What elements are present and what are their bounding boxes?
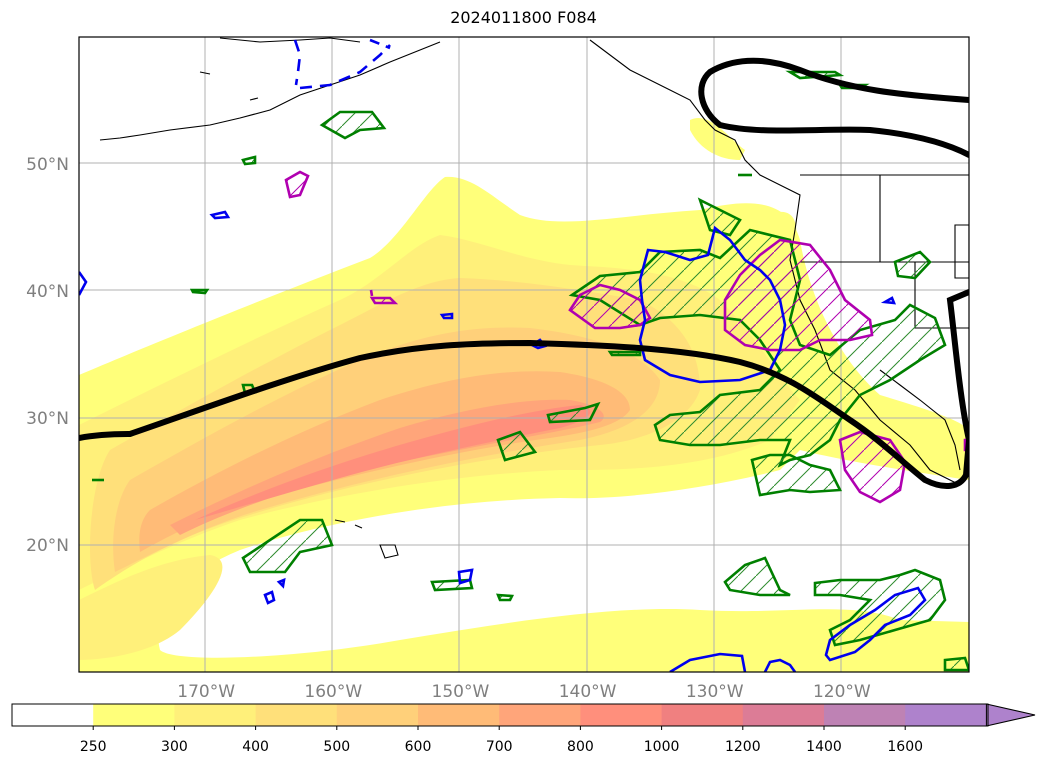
map-area — [79, 37, 969, 672]
colorbar-segment — [255, 704, 338, 726]
colorbar-tick-label: 400 — [242, 739, 269, 755]
map-frame — [78, 36, 970, 673]
longitude-labels: 170°W 160°W 150°W 140°W 130°W 120°W — [177, 682, 871, 702]
colorbar: 250 300 400 500 600 700 800 1000 1200 1400 1600 — [11, 703, 1036, 755]
lon-tick-label: 130°W — [686, 682, 744, 702]
lon-tick-label: 160°W — [304, 682, 362, 702]
colorbar-segment — [580, 704, 663, 726]
lon-tick-label: 120°W — [813, 682, 871, 702]
colorbar-segment — [174, 704, 257, 726]
colorbar-frame — [11, 703, 989, 727]
ivt-800-band — [195, 405, 591, 520]
colorbar-segment — [12, 704, 94, 726]
colorbar-tick-label: 1600 — [887, 739, 923, 755]
lat-tick-label: 50°N — [26, 155, 69, 175]
ivt-250-coast — [690, 117, 745, 160]
lat-tick-label: 20°N — [26, 536, 69, 556]
ivt-300-south — [79, 555, 223, 660]
colorbar-tick-label: 800 — [567, 739, 594, 755]
colorbar-tick-label: 250 — [80, 739, 107, 755]
colorbar-segment — [418, 704, 500, 726]
lon-tick-label: 170°W — [177, 682, 235, 702]
colorbar-segment — [661, 704, 744, 726]
colorbar-segment — [93, 704, 175, 726]
lon-tick-label: 140°W — [559, 682, 617, 702]
colorbar-tick-label: 1200 — [725, 739, 761, 755]
latitude-labels: 50°N 40°N 30°N 20°N — [26, 155, 69, 556]
lat-tick-label: 30°N — [26, 409, 69, 429]
colorbar-tick-label: 700 — [486, 739, 513, 755]
lat-tick-label: 40°N — [26, 282, 69, 302]
colorbar-tick-label: 300 — [161, 739, 188, 755]
colorbar-extend-arrow — [985, 703, 1036, 727]
colorbar-tick-label: 500 — [323, 739, 350, 755]
colorbar-segment — [905, 704, 987, 726]
colorbar-tick-label: 600 — [405, 739, 432, 755]
black-contours — [79, 57, 969, 489]
colorbar-segment — [499, 704, 581, 726]
lon-tick-label: 150°W — [432, 682, 490, 702]
colorbar-segment — [824, 704, 906, 726]
colorbar-segment — [742, 704, 825, 726]
map-title: 2024011800 F084 — [450, 8, 597, 27]
magenta-contours — [284, 170, 969, 504]
ivt-250-nw — [770, 211, 797, 240]
colorbar-tick-label: 1400 — [806, 739, 842, 755]
colorbar-segment — [336, 704, 419, 726]
colorbar-tick-label: 1000 — [644, 739, 680, 755]
